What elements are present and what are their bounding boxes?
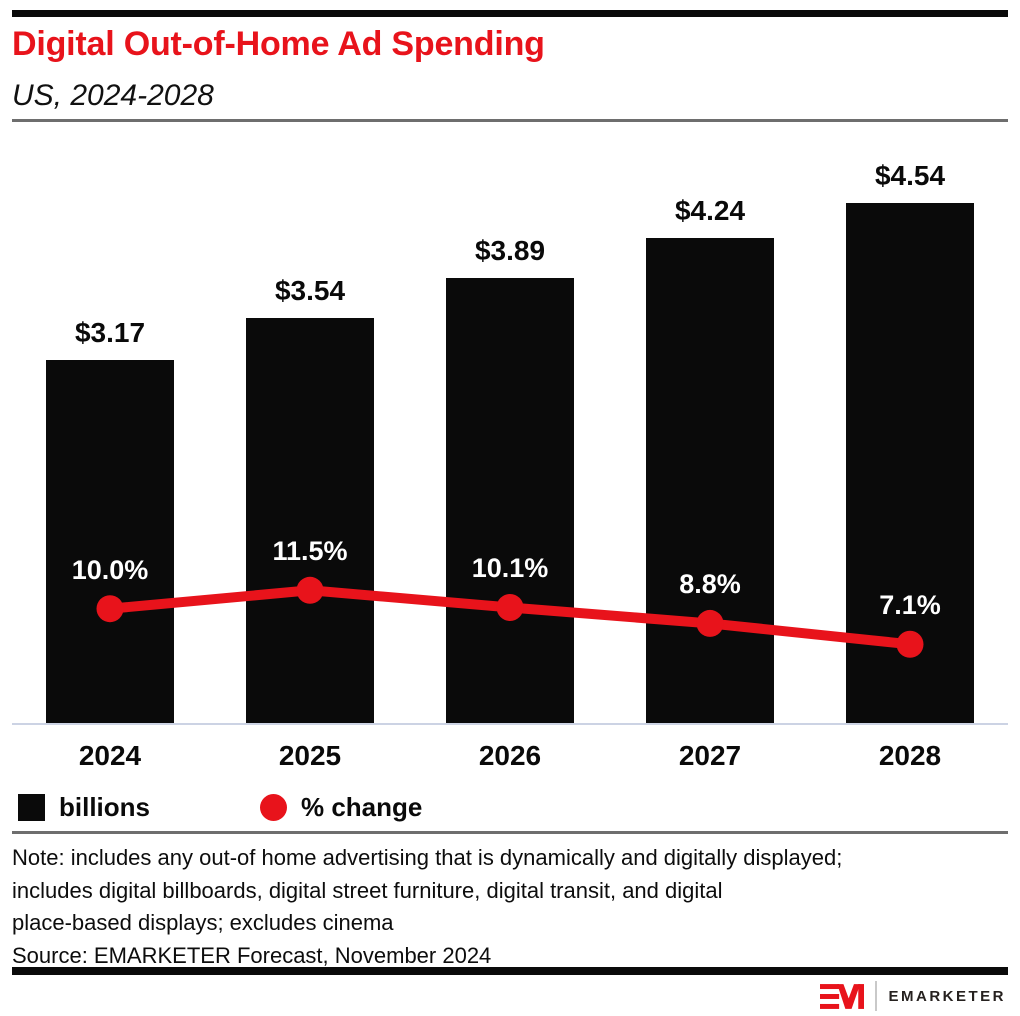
line-value-label: 8.8% <box>679 569 741 600</box>
x-axis-line <box>12 723 1008 725</box>
x-axis-label-2026: 2026 <box>478 740 542 771</box>
bar-2026 <box>446 278 574 723</box>
brand-wordmark: EMARKETER <box>888 987 1006 1005</box>
billions-swatch-icon <box>18 793 45 821</box>
top-accent-bar <box>12 10 1008 17</box>
legend-label-billions: billions <box>59 791 150 822</box>
header-divider <box>12 119 1008 122</box>
note-line: includes digital billboards, digital str… <box>12 877 723 903</box>
bar-2028 <box>846 203 974 723</box>
emarketer-em-logo-icon <box>820 983 865 1009</box>
bar-value-label: $3.89 <box>474 235 546 266</box>
bar-value-label: $4.24 <box>674 195 746 226</box>
legend-divider <box>12 831 1008 834</box>
legend-label-percent-change: % change <box>301 791 423 822</box>
line-value-label: 10.0% <box>71 554 149 585</box>
line-value-label: 7.1% <box>879 590 941 621</box>
bar-2024 <box>46 360 174 723</box>
chart-subtitle: US, 2024-2028 <box>12 79 214 112</box>
note-line: Note: includes any out-of home advertisi… <box>12 845 843 870</box>
chart-legend: billions % change <box>18 792 422 822</box>
x-axis-label-2028: 2028 <box>878 740 942 771</box>
note-line: place-based displays; excludes cinema <box>12 910 394 935</box>
chart-title: Digital Out-of-Home Ad Spending <box>12 25 545 63</box>
bar-value-label: $4.54 <box>874 160 946 191</box>
x-axis-label-2025: 2025 <box>278 740 342 771</box>
footer-separator-bar <box>12 967 1008 975</box>
x-axis-label-2024: 2024 <box>78 740 142 771</box>
bar-2027 <box>646 238 774 723</box>
bar-2025 <box>246 318 374 723</box>
bar-value-label: $3.17 <box>74 317 146 348</box>
line-value-label: 11.5% <box>272 536 348 567</box>
bar-value-label: $3.54 <box>274 275 346 306</box>
x-axis-label-2027: 2027 <box>678 740 742 771</box>
source-line: Source: EMARKETER Forecast, November 202… <box>12 942 492 968</box>
brand-divider <box>875 981 878 1011</box>
brand-lockup: EMARKETER <box>820 980 1006 1012</box>
line-value-label: 10.1% <box>471 553 549 584</box>
footnote-block: Note: includes any out-of home advertisi… <box>12 842 1008 972</box>
percent-change-dot-icon <box>260 793 287 821</box>
